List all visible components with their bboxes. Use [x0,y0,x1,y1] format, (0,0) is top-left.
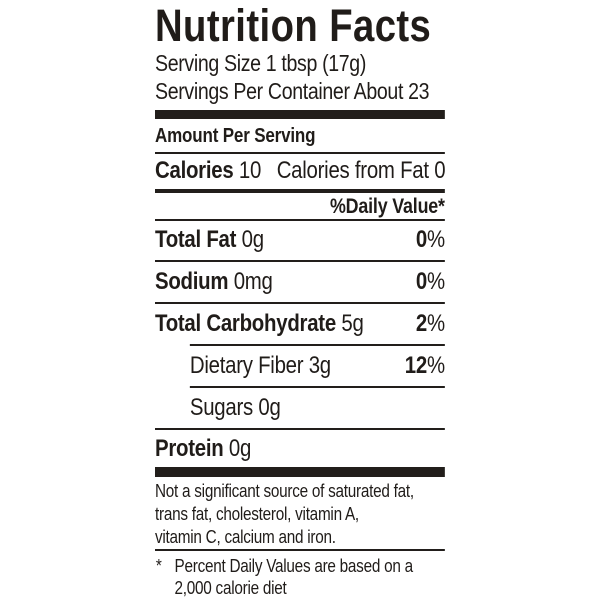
separator-rule [155,219,445,221]
nutrition-facts-title: Nutrition Facts [155,0,432,51]
separator-rule [155,428,445,430]
separator-rule-indented [189,344,445,346]
nutrient-name-amount: Protein 0g [155,435,251,463]
thick-divider-bottom [155,467,445,477]
separator-rule [155,302,445,304]
daily-value-percent: 2% [415,310,445,337]
not-significant-note: Not a significant source of saturated fa… [155,480,445,549]
amount-per-serving-label: Amount Per Serving [155,125,316,147]
nutrient-name: Sodium [155,268,229,295]
thick-divider-top [155,110,445,119]
nutrient-row-dietary-fiber: Dietary Fiber 3g 12% [155,347,445,385]
calories-from-fat-value: 0 [434,157,446,184]
nutrient-name-amount: Total Fat 0g [155,226,264,254]
nutrient-row-total-fat: Total Fat 0g 0% [155,221,445,259]
footnote-line: 2,000 calorie diet [174,578,287,598]
calories-from-fat-label: Calories from Fat [276,157,429,184]
nutrient-amount: 0mg [233,268,273,295]
nutrient-name: Dietary Fiber [189,352,304,379]
nutrition-facts-label: Nutrition Facts Serving Size 1 tbsp (17g… [155,0,446,599]
nutrient-amount: 0g [241,226,264,253]
separator-rule [155,260,445,262]
nutrient-row-protein: Protein 0g [155,431,445,467]
footnote-line: Percent Daily Values are based on a [174,556,414,576]
note-line: Not a significant source of saturated fa… [155,481,414,501]
nutrient-amount: 0g [228,435,252,462]
nutrient-row-sodium: Sodium 0mg 0% [155,263,445,301]
note-line: trans fat, cholesterol, vitamin A, [155,504,359,524]
nutrient-name-amount: Total Carbohydrate 5g [155,310,364,338]
daily-value-percent: 0% [415,268,445,295]
medium-divider [155,189,445,193]
separator-rule [155,152,445,154]
servings-per-container-line: Servings Per Container About 23 [155,78,430,104]
daily-value-header: %Daily Value* [329,195,445,218]
nutrient-name: Sugars [189,394,253,421]
separator-rule-indented [189,386,445,388]
daily-value-footnote: * Percent Daily Values are based on a 2,… [155,555,445,599]
nutrient-amount: 3g [308,352,331,379]
nutrient-row-total-carbohydrate: Total Carbohydrate 5g 2% [155,305,445,343]
nutrient-name: Total Carbohydrate [155,310,336,337]
nutrient-name: Protein [155,435,224,462]
calories-row: Calories 10 Calories from Fat 0 [155,155,446,187]
asterisk-marker: * [155,556,162,576]
nutrient-name: Total Fat [155,226,237,253]
separator-rule [155,549,445,551]
note-line: vitamin C, calcium and iron. [155,527,336,547]
nutrient-amount: 0g [258,394,281,421]
footnote-text: Percent Daily Values are based on a 2,00… [174,555,414,599]
daily-value-percent: 12% [404,352,445,379]
calories-label: Calories [155,157,234,184]
nutrient-name-amount: Sodium 0mg [155,268,273,296]
daily-value-percent: 0% [415,226,445,253]
nutrient-name-amount: Sugars 0g [190,394,281,422]
nutrient-amount: 5g [341,310,364,337]
nutrient-row-sugars: Sugars 0g [155,389,445,427]
calories-value: 10 [238,157,262,184]
serving-size-line: Serving Size 1 tbsp (17g) [155,50,367,76]
nutrient-name-amount: Dietary Fiber 3g [190,352,331,380]
